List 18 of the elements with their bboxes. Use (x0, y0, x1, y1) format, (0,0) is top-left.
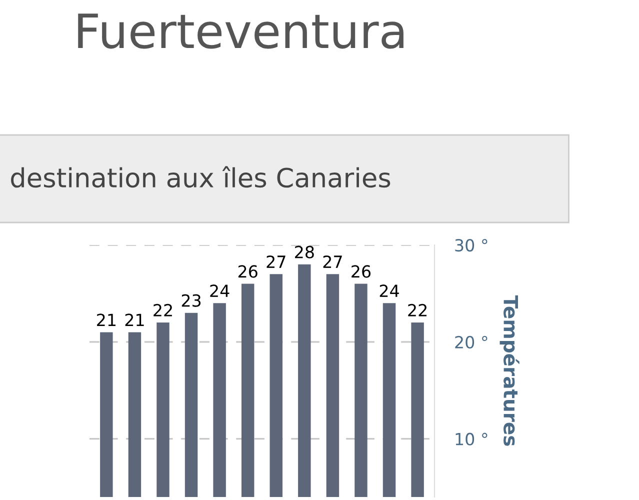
y-axis-title: Températures (500, 295, 520, 446)
y-tick-label: 20 ° (455, 336, 488, 348)
data-label: 27 (266, 255, 286, 268)
data-label: 27 (323, 255, 342, 268)
data-label: 23 (182, 294, 201, 307)
data-label: 21 (125, 314, 144, 326)
chart-subtitle: destination aux îles Canaries (11, 166, 390, 188)
data-label: 28 (295, 246, 314, 258)
data-label: 26 (238, 265, 258, 278)
data-label: 22 (154, 304, 172, 316)
data-label: 24 (210, 284, 230, 297)
data-label: 26 (352, 265, 371, 278)
y-tick-label: 10 ° (456, 432, 488, 446)
data-label: 21 (97, 314, 116, 326)
data-label: 22 (408, 304, 426, 316)
chart-title: Fuerteventura (78, 14, 404, 49)
y-tick-label: 30 ° (455, 238, 488, 252)
data-label: 24 (380, 284, 399, 297)
